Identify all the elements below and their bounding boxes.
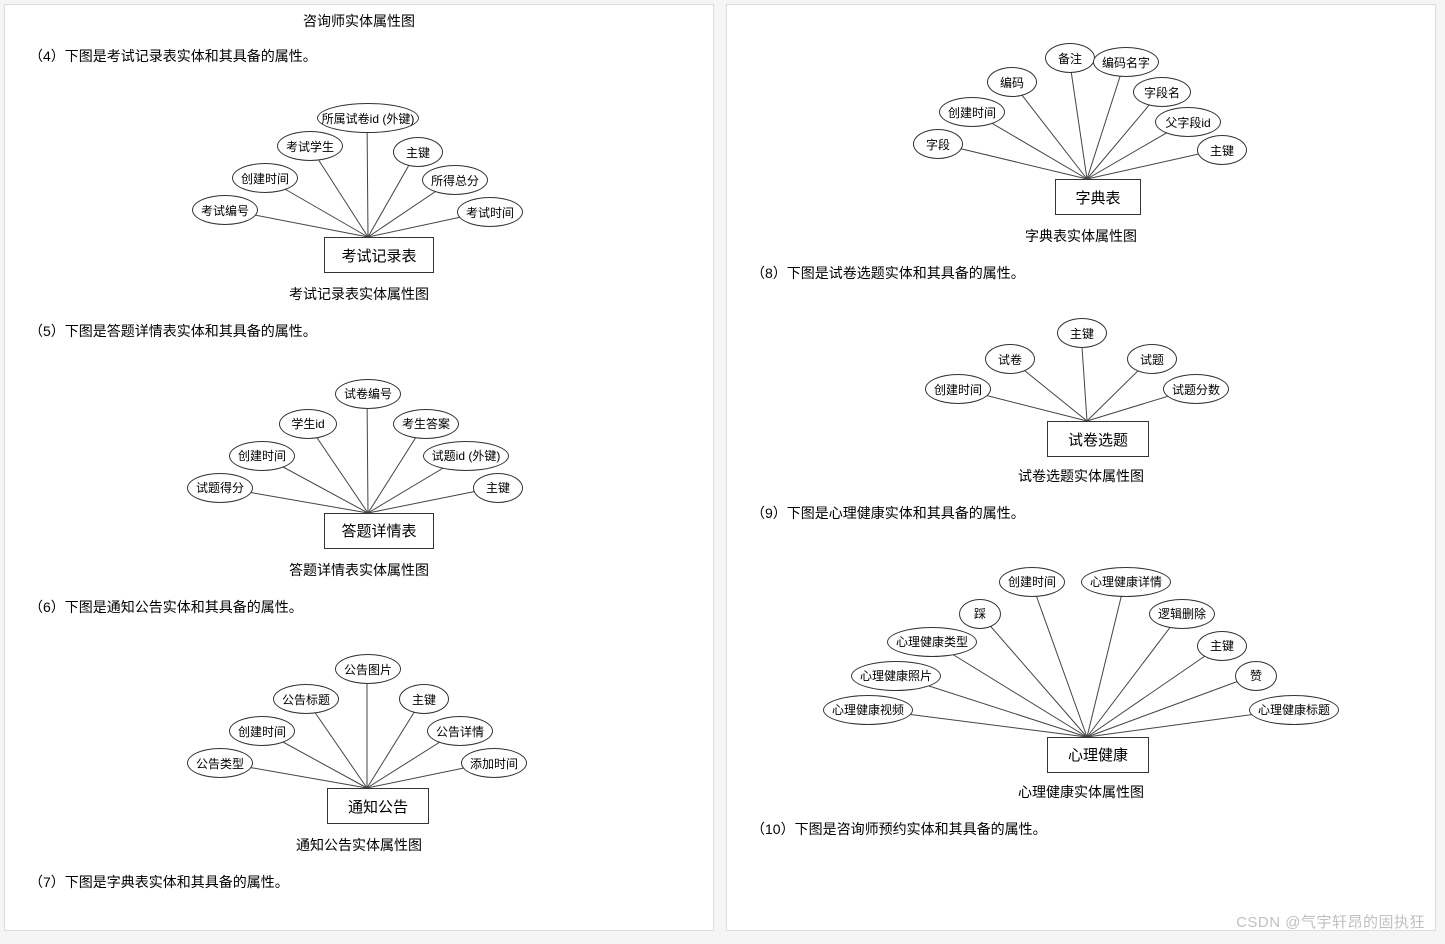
s6-diagram: 公告类型创建时间公告标题公告图片主键公告详情添加时间通知公告 xyxy=(149,630,569,825)
er-attr: 心理健康标题 xyxy=(1249,695,1339,725)
er-attr: 逻辑删除 xyxy=(1149,599,1215,629)
er-attr: 主键 xyxy=(399,684,449,714)
s8-diagram: 创建时间试卷主键试题试题分数试卷选题 xyxy=(891,296,1271,456)
s9-diagram: 心理健康视频 心理健康照片 心理健康类型踩创建时间心理健康详情逻辑删除主键赞心理健康… xyxy=(811,537,1351,772)
s10-para: （10）下图是咨询师预约实体和其具备的属性。 xyxy=(751,818,1411,840)
er-attr: 心理健康类型 xyxy=(887,627,977,657)
s4-caption: 考试记录表实体属性图 xyxy=(29,284,689,304)
er-attr: 主键 xyxy=(1197,631,1247,661)
er-attr: 创建时间 xyxy=(229,716,295,746)
er-attr: 主键 xyxy=(473,473,523,503)
er-attr: 学生id xyxy=(279,409,337,439)
er-attr: 试题id (外键) xyxy=(423,441,509,471)
er-attr: 心理健康照片 xyxy=(851,661,941,691)
er-entity: 答题详情表 xyxy=(324,513,434,549)
er-attr: 创建时间 xyxy=(939,97,1005,127)
s5-para: （5）下图是答题详情表实体和其具备的属性。 xyxy=(29,320,689,342)
er-attr: 试卷编号 xyxy=(335,379,401,409)
er-attr: 创建时间 xyxy=(999,567,1065,597)
s8-caption: 试卷选题实体属性图 xyxy=(751,466,1411,486)
er-entity: 字典表 xyxy=(1055,179,1141,215)
er-attr: 公告图片 xyxy=(335,654,401,684)
er-attr: 添加时间 xyxy=(461,748,527,778)
er-attr: 备注 xyxy=(1045,43,1095,73)
er-attr: 主键 xyxy=(1197,135,1247,165)
er-attr: 编码 xyxy=(987,67,1037,97)
pages-wrap: 咨询师实体属性图 （4）下图是考试记录表实体和其具备的属性。 考试编号创建时间考… xyxy=(0,0,1445,935)
er-attr: 编码名字 xyxy=(1093,47,1159,77)
left-page: 咨询师实体属性图 （4）下图是考试记录表实体和其具备的属性。 考试编号创建时间考… xyxy=(4,4,714,931)
s7-para: （7）下图是字典表实体和其具备的属性。 xyxy=(29,871,689,893)
er-attr: 考生答案 xyxy=(393,409,459,439)
right-page: 字段创建时间编码备注编码名字字段名父字段id主键字典表 字典表实体属性图 （8）… xyxy=(726,4,1436,931)
s4-diagram: 考试编号创建时间考试学生所属试卷id (外键)主键所得总分考试时间考试记录表 xyxy=(149,79,569,274)
s9-caption: 心理健康实体属性图 xyxy=(751,782,1411,802)
er-entity: 心理健康 xyxy=(1047,737,1149,773)
er-attr: 字段名 xyxy=(1133,77,1191,107)
s5-diagram: 试题得分创建时间学生id试卷编号考生答案试题id (外键)主键答题详情表 xyxy=(149,355,569,550)
s5-caption: 答题详情表实体属性图 xyxy=(29,560,689,580)
er-entity: 通知公告 xyxy=(327,788,429,824)
er-attr: 心理健康详情 xyxy=(1081,567,1171,597)
s9-para: （9）下图是心理健康实体和其具备的属性。 xyxy=(751,502,1411,524)
er-attr: 赞 xyxy=(1235,661,1277,691)
er-attr: 试题得分 xyxy=(187,473,253,503)
er-entity: 试卷选题 xyxy=(1047,421,1149,457)
er-attr: 心理健康视频 xyxy=(823,695,913,725)
s6-para: （6）下图是通知公告实体和其具备的属性。 xyxy=(29,596,689,618)
er-attr: 创建时间 xyxy=(229,441,295,471)
s4-para: （4）下图是考试记录表实体和其具备的属性。 xyxy=(29,45,689,67)
d7-diagram: 字段创建时间编码备注编码名字字段名父字段id主键字典表 xyxy=(871,21,1291,216)
er-attr: 字段 xyxy=(913,129,963,159)
left-prev-caption: 咨询师实体属性图 xyxy=(29,11,689,31)
s8-para: （8）下图是试卷选题实体和其具备的属性。 xyxy=(751,262,1411,284)
d7-caption: 字典表实体属性图 xyxy=(751,226,1411,246)
er-entity: 考试记录表 xyxy=(324,237,434,273)
er-attr: 公告详情 xyxy=(427,716,493,746)
er-attr: 公告类型 xyxy=(187,748,253,778)
er-attr: 父字段id xyxy=(1155,107,1221,137)
s6-caption: 通知公告实体属性图 xyxy=(29,835,689,855)
er-attr: 公告标题 xyxy=(273,684,339,714)
er-attr: 踩 xyxy=(959,599,1001,629)
